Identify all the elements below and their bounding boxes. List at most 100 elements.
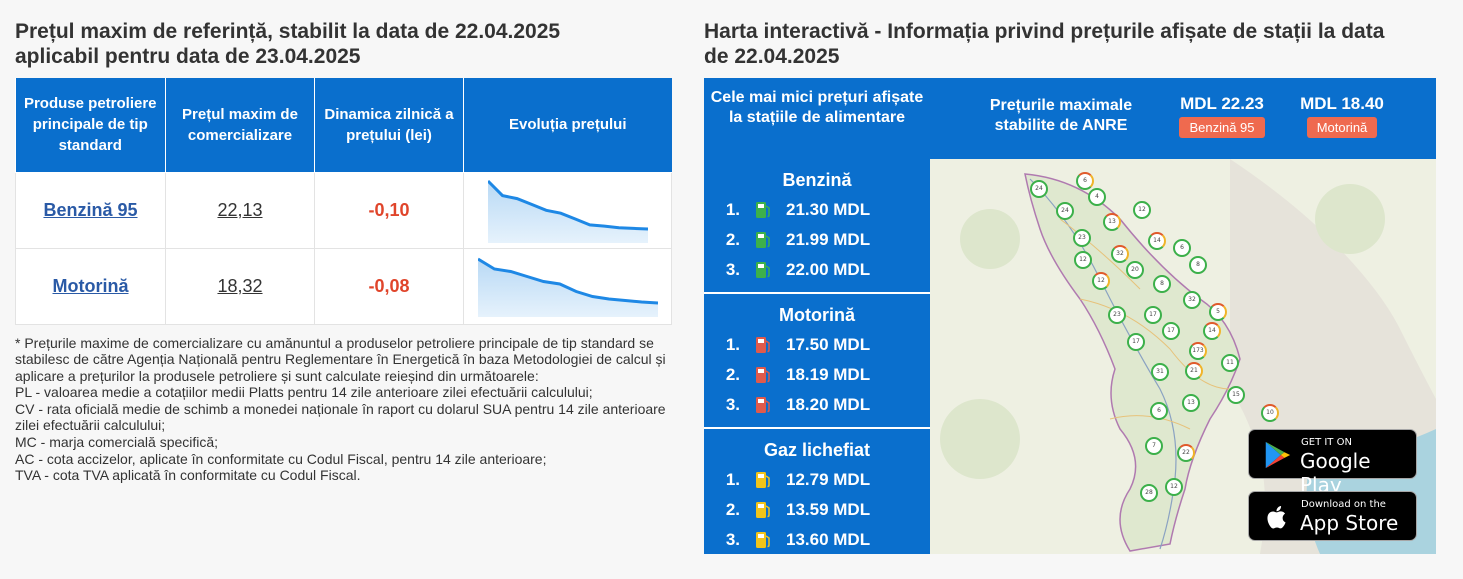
rank-number: 3. xyxy=(725,260,740,279)
fuel-price-row[interactable]: 1. 12.79 MDL xyxy=(704,465,930,495)
station-marker[interactable]: 13 xyxy=(1103,213,1121,231)
anre-price-value: MDL 18.40 xyxy=(1300,94,1384,113)
station-marker[interactable]: 13 xyxy=(1182,394,1200,412)
station-marker[interactable]: 17 xyxy=(1127,333,1145,351)
lowest-price-value: 21.99 MDL xyxy=(786,230,871,249)
lowest-prices-column: Benzină 1. 21.30 MDL 2. 21.99 MDL 3. 22.00 MDL… xyxy=(704,159,930,554)
daily-delta-benzina: -0,10 xyxy=(368,199,410,220)
fuel-pump-icon xyxy=(750,500,776,520)
max-price-motorina[interactable]: 18,32 xyxy=(217,275,263,296)
daily-delta-motorina: -0,08 xyxy=(368,275,410,296)
fuel-price-row[interactable]: 1. 21.30 MDL xyxy=(704,195,930,225)
station-marker[interactable]: 12 xyxy=(1133,201,1151,219)
rank-number: 1. xyxy=(725,470,740,489)
fuel-pump-icon xyxy=(750,335,776,355)
fuel-block: Benzină 1. 21.30 MDL 2. 21.99 MDL 3. 22.00 MDL xyxy=(704,159,930,294)
station-marker[interactable]: 21 xyxy=(1185,362,1203,380)
station-marker[interactable]: 10 xyxy=(1261,404,1279,422)
fuel-block: Motorină 1. 17.50 MDL 2. 18.19 MDL 3. 18.20 MD… xyxy=(704,294,930,429)
station-marker[interactable]: 8 xyxy=(1153,275,1171,293)
max-price-benzina[interactable]: 22,13 xyxy=(217,199,263,220)
station-marker[interactable]: 4 xyxy=(1088,188,1106,206)
fuel-price-row[interactable]: 3. 18.20 MDL xyxy=(704,390,930,420)
rank-number: 2. xyxy=(725,365,740,384)
app-store-big-text: App Store xyxy=(1300,511,1399,535)
station-marker[interactable]: 12 xyxy=(1165,478,1183,496)
rank-number: 3. xyxy=(725,395,740,414)
header-daily-dynamics: Dinamica zilnică a prețului (lei) xyxy=(314,78,464,173)
station-marker[interactable]: 8 xyxy=(1189,256,1207,274)
app-store-small-text: Download on the xyxy=(1301,499,1386,510)
station-marker[interactable]: 28 xyxy=(1140,484,1158,502)
station-marker[interactable]: 15 xyxy=(1227,386,1245,404)
station-marker[interactable]: 32 xyxy=(1111,245,1129,263)
sparkline-area xyxy=(487,181,648,243)
station-marker[interactable]: 24 xyxy=(1056,202,1074,220)
methodology-note: * Prețurile maxime de comercializare cu … xyxy=(15,335,673,484)
station-marker[interactable]: 32 xyxy=(1183,291,1201,309)
interactive-map-panel: Harta interactivă - Informația privind p… xyxy=(704,0,1436,554)
station-marker[interactable]: 23 xyxy=(1108,306,1126,324)
station-marker[interactable]: 6 xyxy=(1150,402,1168,420)
station-marker[interactable]: 14 xyxy=(1148,232,1166,250)
note-tva: TVA - cota TVA aplicată în conformitate … xyxy=(15,467,361,484)
station-marker[interactable]: 17 xyxy=(1162,322,1180,340)
note-mc: MC - marja comercială specifică; xyxy=(15,434,219,451)
lowest-price-value: 17.50 MDL xyxy=(786,335,871,354)
fuel-price-row[interactable]: 2. 18.19 MDL xyxy=(704,360,930,390)
station-marker[interactable]: 12 xyxy=(1074,251,1092,269)
anre-price-value: MDL 22.23 xyxy=(1180,94,1264,113)
header-products: Produse petroliere principale de tip sta… xyxy=(15,78,166,173)
anre-price-motorina: MDL 18.40 Motorină xyxy=(1282,94,1402,138)
station-marker[interactable]: 14 xyxy=(1203,322,1221,340)
station-marker[interactable]: 5 xyxy=(1209,303,1227,321)
fuel-price-row[interactable]: 2. 21.99 MDL xyxy=(704,225,930,255)
station-marker[interactable]: 31 xyxy=(1151,363,1169,381)
station-marker[interactable]: 24 xyxy=(1030,180,1048,198)
fuel-pump-icon xyxy=(750,200,776,220)
fuel-name: Benzină xyxy=(782,170,852,190)
title-line-2: aplicabil pentru data de 23.04.2025 xyxy=(15,45,361,68)
title-line-2: de 22.04.2025 xyxy=(704,45,840,68)
reference-price-panel: Prețul maxim de referință, stabilit la d… xyxy=(15,0,673,484)
header-price-evolution: Evoluția prețului xyxy=(463,78,672,173)
station-marker[interactable]: 7 xyxy=(1145,437,1163,455)
app-store-button[interactable]: Download on the App Store xyxy=(1248,491,1417,541)
product-link-benzina[interactable]: Benzină 95 xyxy=(43,199,138,220)
header-max-price: Prețul maxim de comercializare xyxy=(165,78,315,173)
station-marker[interactable]: 11 xyxy=(1221,354,1239,372)
lowest-prices-label: Cele mai mici prețuri afișate la stațiil… xyxy=(710,89,924,126)
google-play-big-text: Google Play xyxy=(1300,449,1371,497)
station-marker[interactable]: 20 xyxy=(1126,261,1144,279)
station-marker[interactable]: 12 xyxy=(1092,272,1110,290)
station-marker[interactable]: 173 xyxy=(1189,342,1207,360)
fuel-pump-icon xyxy=(750,230,776,250)
lowest-price-value: 18.20 MDL xyxy=(786,395,871,414)
fuel-pump-icon xyxy=(750,470,776,490)
fuel-price-row[interactable]: 3. 13.60 MDL xyxy=(704,525,930,555)
stations-map[interactable]: 24 6 4 24 13 12 23 14 6 8 32 20 12 12 8 32 5 23 17 14 17 17 17… xyxy=(930,159,1436,554)
product-link-motorina[interactable]: Motorină xyxy=(52,275,129,296)
note-cv: CV - rata oficială medie de schimb a mon… xyxy=(15,400,666,434)
fuel-price-row[interactable]: 3. 22.00 MDL xyxy=(704,255,930,285)
lowest-price-value: 12.79 MDL xyxy=(786,470,871,489)
lowest-price-value: 13.59 MDL xyxy=(786,500,871,519)
google-play-icon xyxy=(1265,441,1291,469)
table-row: Benzină 95 22,13 -0,10 xyxy=(15,171,672,249)
rank-number: 1. xyxy=(725,200,740,219)
fuel-price-row[interactable]: 2. 13.59 MDL xyxy=(704,495,930,525)
station-marker[interactable]: 17 xyxy=(1144,306,1162,324)
fuel-pump-icon xyxy=(750,260,776,280)
station-marker[interactable]: 6 xyxy=(1076,172,1094,190)
station-marker[interactable]: 23 xyxy=(1073,229,1091,247)
lowest-price-value: 18.19 MDL xyxy=(786,365,871,384)
fuel-price-row[interactable]: 1. 17.50 MDL xyxy=(704,330,930,360)
trend-sparkline-motorina xyxy=(477,257,658,317)
title-line-1: Harta interactivă - Informația privind p… xyxy=(704,20,1385,43)
sparkline-line xyxy=(477,257,658,305)
rank-number: 2. xyxy=(725,230,740,249)
station-marker[interactable]: 6 xyxy=(1173,239,1191,257)
fuel-pump-icon xyxy=(750,365,776,385)
station-marker[interactable]: 22 xyxy=(1177,444,1195,462)
google-play-button[interactable]: GET IT ON Google Play xyxy=(1248,429,1417,497)
